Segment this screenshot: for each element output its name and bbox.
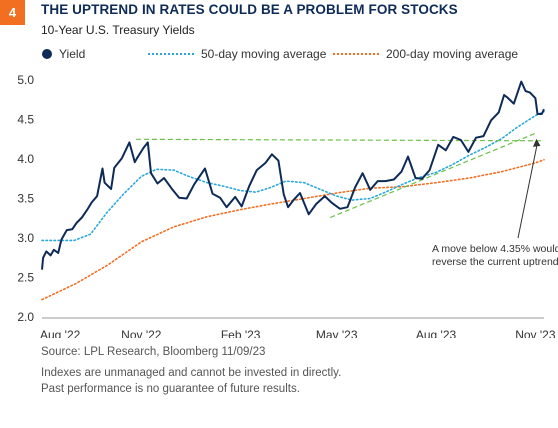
- source-note: Source: LPL Research, Bloomberg 11/09/23: [41, 346, 266, 358]
- y-tick-label: 4.5: [17, 113, 34, 127]
- annotation-arrow-head-icon: [532, 138, 541, 147]
- uptrend-trendline: [329, 132, 537, 219]
- y-tick-label: 2.0: [17, 310, 34, 324]
- y-tick-label: 2.5: [17, 271, 34, 285]
- legend-dot-icon: [42, 49, 52, 59]
- x-tick-label: Aug '22: [40, 328, 81, 338]
- legend-label-yield: Yield: [59, 47, 86, 61]
- disclaimer-line-2: Past performance is no guarantee of futu…: [41, 383, 300, 395]
- annotation-text-line: A move below 4.35% would: [432, 243, 558, 255]
- legend-item-yield: Yield: [42, 47, 85, 61]
- x-tick-label: Nov '23: [515, 328, 556, 338]
- y-tick-label: 4.0: [17, 152, 34, 166]
- x-tick-label: May '23: [316, 328, 358, 338]
- ma200-line: [41, 159, 545, 301]
- y-tick-label: 3.5: [17, 192, 34, 206]
- legend-label-ma50: 50-day moving average: [201, 47, 327, 61]
- legend-item-ma200: 200-day moving average: [333, 47, 518, 61]
- x-tick-label: Feb '23: [221, 328, 261, 338]
- chart-legend: Yield 50-day moving average 200-day movi…: [0, 47, 558, 67]
- chart-number-badge: 4: [0, 0, 25, 25]
- legend-label-ma200: 200-day moving average: [386, 47, 519, 61]
- y-tick-label: 3.0: [17, 231, 34, 245]
- legend-item-ma50: 50-day moving average: [148, 47, 326, 61]
- yield-line: [41, 80, 545, 270]
- ma50-line: [41, 110, 545, 242]
- chart-title: THE UPTREND IN RATES COULD BE A PROBLEM …: [41, 2, 458, 17]
- resistance-trendline: [135, 138, 545, 142]
- annotation-text-line: reverse the current uptrend.: [432, 256, 558, 268]
- legend-dotted-line-icon: [148, 53, 194, 55]
- legend-dotted-line-icon: [333, 53, 379, 55]
- x-tick-label: Aug '23: [416, 328, 457, 338]
- x-tick-label: Nov '22: [121, 328, 162, 338]
- annotation-arrow-line: [517, 142, 538, 239]
- y-tick-label: 5.0: [17, 73, 34, 87]
- yield-chart: 2.0 2.5 3.0 3.5 4.0 4.5 5.0 Aug '22 Nov '22 Feb '…: [17, 73, 558, 338]
- disclaimer-line-1: Indexes are unmanaged and cannot be inve…: [41, 367, 342, 379]
- chart-subtitle: 10-Year U.S. Treasury Yields: [41, 23, 195, 37]
